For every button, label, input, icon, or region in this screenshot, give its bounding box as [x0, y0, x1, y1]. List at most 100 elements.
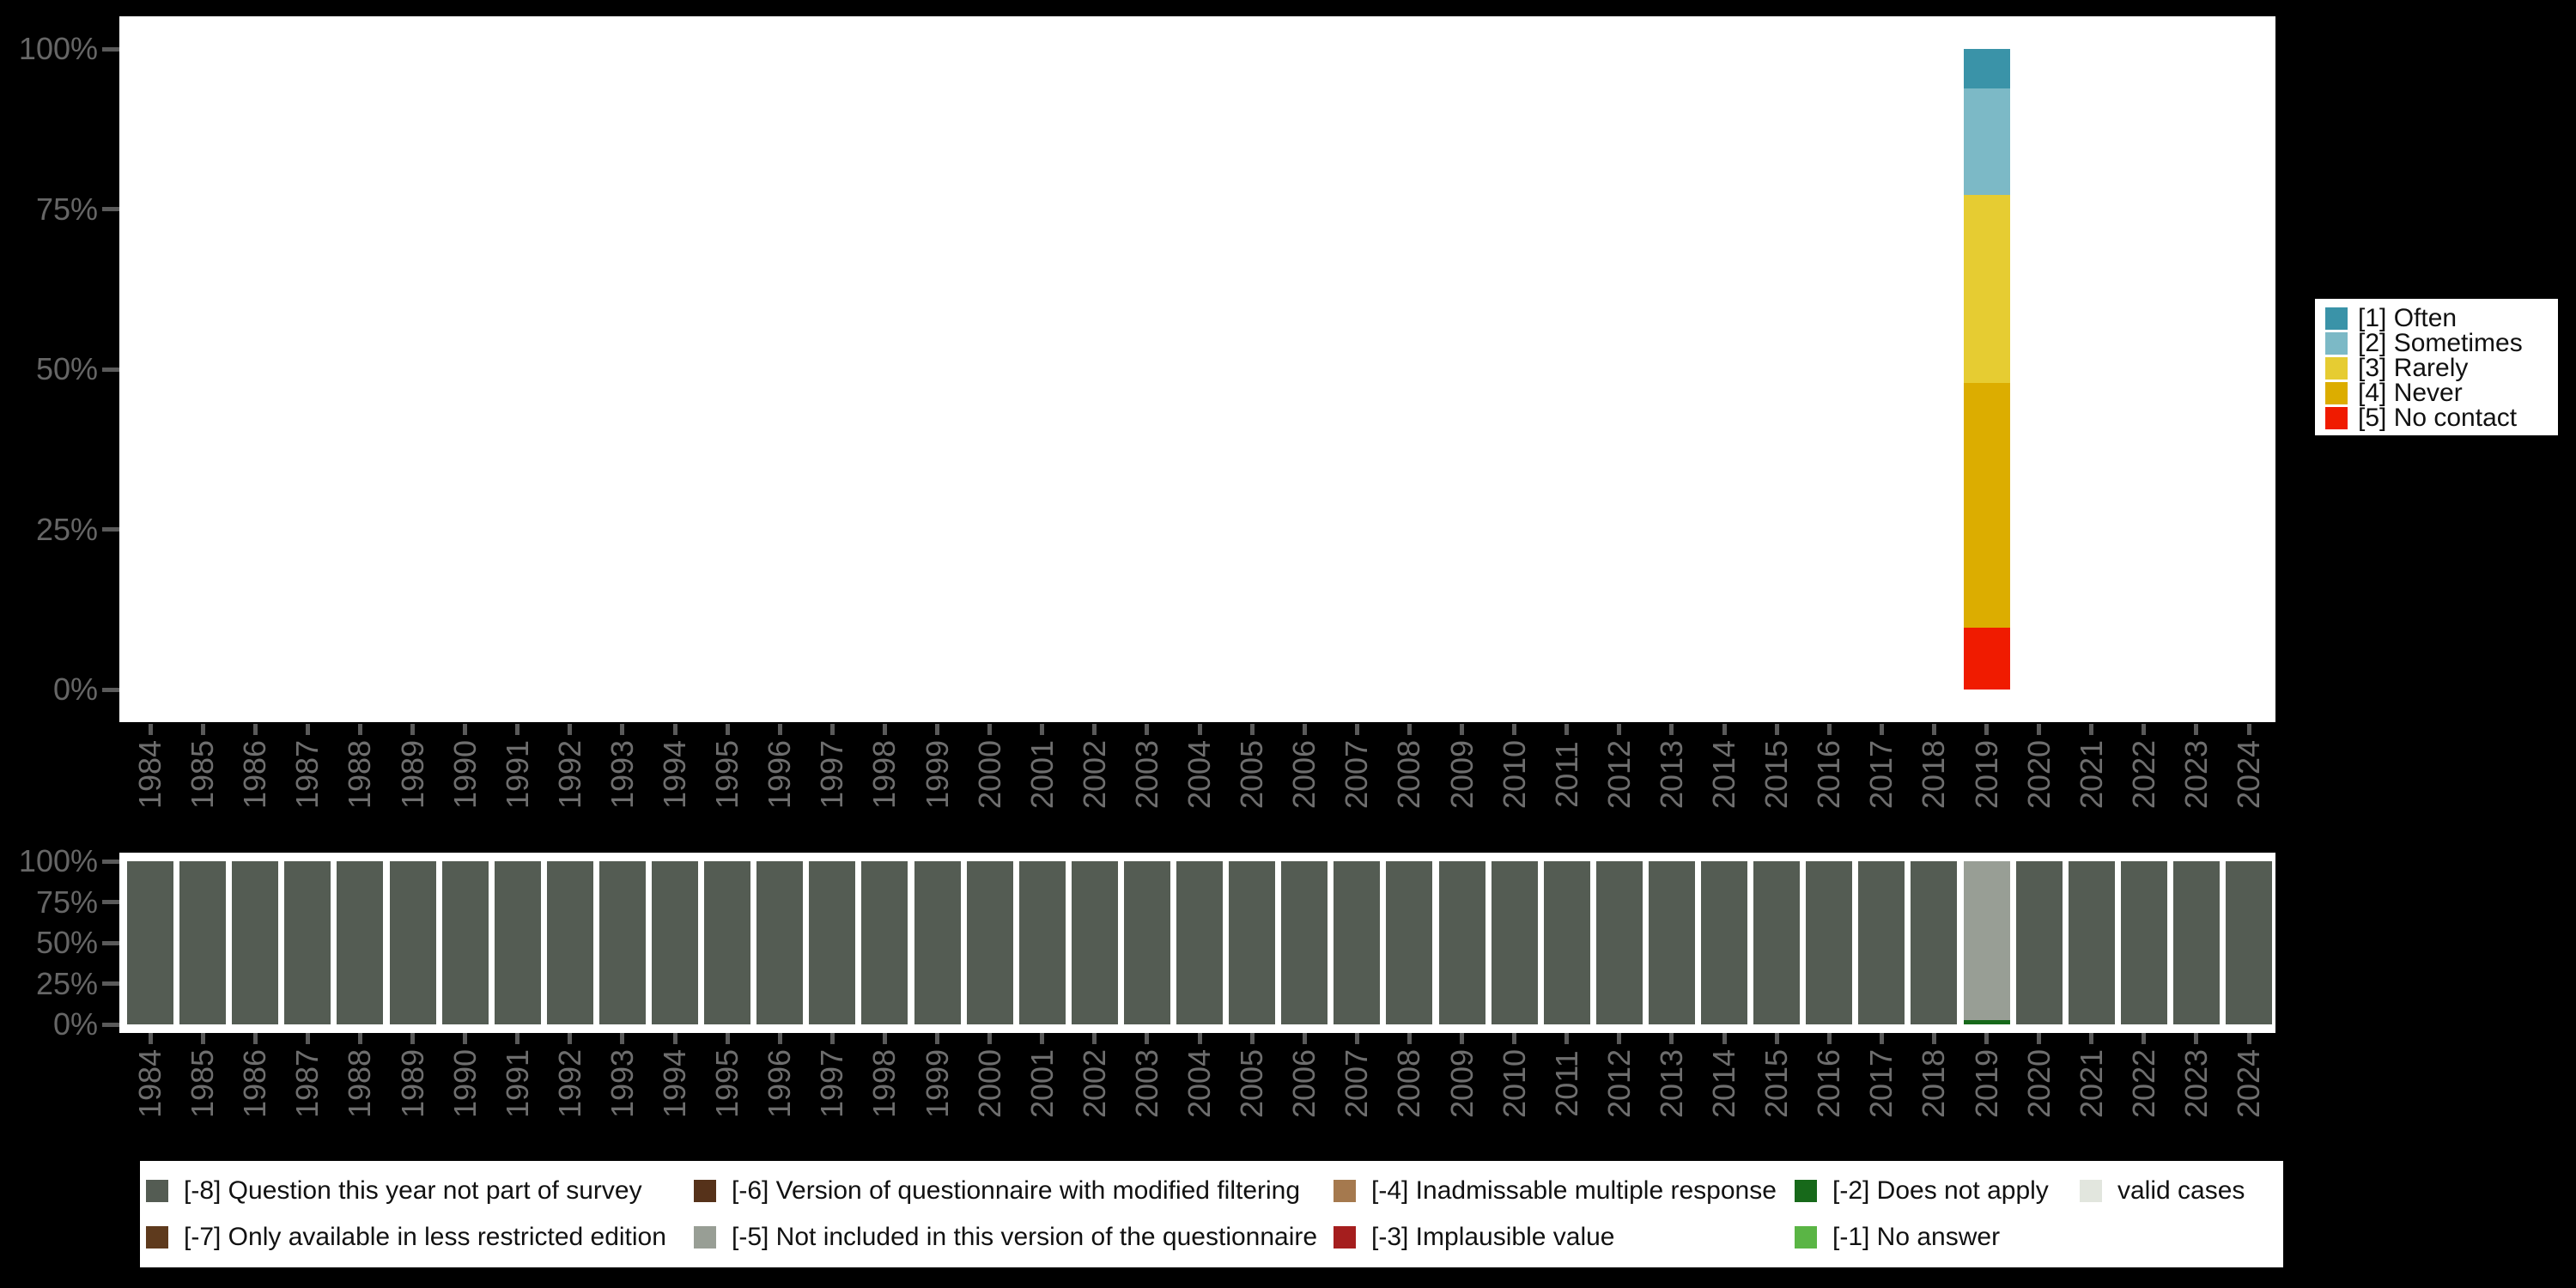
legend-item: [5] No contact	[2325, 403, 2548, 432]
x-axis-year-label: 1984	[132, 739, 167, 810]
x-axis-year-label: 1995	[709, 739, 745, 810]
bar-segment	[1701, 861, 1747, 1024]
x-axis-tick	[1092, 1033, 1097, 1044]
y-axis-tick-label: 100%	[18, 843, 98, 878]
x-axis-tick	[1145, 724, 1150, 735]
x-axis-year-label: 2023	[2178, 739, 2214, 810]
x-axis-year-label: 2009	[1443, 739, 1479, 810]
bar-segment	[1281, 861, 1328, 1024]
x-axis-tick	[1879, 724, 1884, 735]
x-axis-tick	[882, 724, 887, 735]
x-axis-tick	[200, 724, 205, 735]
x-axis-tick	[1669, 724, 1674, 735]
x-axis-year-label: 2016	[1811, 1048, 1847, 1119]
x-axis-year-label: 1996	[762, 739, 798, 810]
x-axis-tick	[515, 724, 520, 735]
missing-categories-legend: [-8] Question this year not part of surv…	[140, 1161, 2283, 1267]
x-axis-year-label: 1985	[185, 1048, 221, 1119]
x-axis-year-label: 2014	[1706, 739, 1741, 810]
bar-segment	[1858, 861, 1905, 1024]
x-axis-tick	[568, 724, 573, 735]
legend-label: [-8] Question this year not part of surv…	[184, 1176, 642, 1205]
x-axis-year-label: 2014	[1706, 1048, 1741, 1119]
x-axis-year-label: 2010	[1496, 739, 1532, 810]
legend-swatch	[2325, 307, 2348, 330]
x-axis-year-label: 2015	[1759, 739, 1795, 810]
y-axis-tick	[102, 900, 119, 904]
bar-segment	[2068, 861, 2115, 1024]
x-axis-tick	[1669, 1033, 1674, 1044]
x-axis-year-label: 2020	[2020, 1048, 2057, 1119]
x-axis-year-label: 1990	[447, 1048, 483, 1119]
x-axis-year-label: 2008	[1391, 1048, 1427, 1119]
legend-label: [-6] Version of questionnaire with modif…	[732, 1176, 1301, 1205]
bar-segment	[179, 861, 227, 1024]
legend-item: [-4] Inadmissable multiple response	[1334, 1178, 1777, 1204]
legend-label: [5] No contact	[2358, 403, 2518, 432]
x-axis-tick	[1249, 1033, 1255, 1044]
legend-swatch	[1334, 1226, 1356, 1249]
x-axis-year-label: 1986	[237, 1048, 273, 1119]
bar-segment	[1648, 861, 1695, 1024]
x-axis-tick	[1406, 724, 1412, 735]
legend-swatch	[2325, 406, 2348, 429]
x-axis-year-label: 1993	[604, 739, 640, 810]
bar-segment	[1071, 861, 1118, 1024]
y-axis-tick	[102, 527, 119, 532]
bar-segment	[337, 861, 384, 1024]
y-axis-tick-label: 75%	[35, 884, 98, 920]
bar-segment	[284, 861, 331, 1024]
x-axis-tick	[357, 1033, 362, 1044]
bar-segment	[127, 861, 173, 1024]
y-axis-tick	[102, 367, 119, 372]
x-axis-year-label: 2002	[1076, 739, 1112, 810]
x-axis-year-label: 2021	[2073, 739, 2109, 810]
x-axis-year-label: 1991	[499, 739, 535, 810]
x-axis-year-label: 1988	[342, 1048, 378, 1119]
legend-item: [3] Rarely	[2325, 355, 2548, 380]
x-axis-year-label: 2010	[1496, 1048, 1532, 1119]
x-axis-year-label: 1992	[551, 739, 587, 810]
x-axis-tick	[725, 1033, 730, 1044]
x-axis-tick	[2037, 724, 2042, 735]
bar-segment	[1963, 49, 2010, 89]
legend-label: [3] Rarely	[2358, 353, 2469, 382]
x-axis-year-label: 2001	[1024, 1048, 1060, 1119]
x-axis-tick	[252, 1033, 258, 1044]
bar-segment	[1543, 861, 1590, 1024]
bar-segment	[966, 861, 1013, 1024]
x-axis-year-label: 2005	[1234, 739, 1270, 810]
x-axis-tick	[2142, 724, 2147, 735]
legend-label: [-7] Only available in less restricted e…	[184, 1223, 666, 1251]
bar-segment	[1963, 861, 2010, 1021]
x-axis-tick	[1354, 1033, 1359, 1044]
x-axis-year-label: 1999	[919, 1048, 955, 1119]
legend-swatch	[1334, 1180, 1356, 1202]
bar-segment	[232, 861, 279, 1024]
x-axis-tick	[252, 724, 258, 735]
answer-distribution-plot-area	[119, 16, 2275, 722]
y-axis-tick	[102, 940, 119, 945]
legend-swatch	[2325, 381, 2348, 404]
legend-label: [1] Often	[2358, 303, 2458, 332]
y-axis-tick	[102, 981, 119, 986]
y-axis-tick-label: 25%	[35, 511, 98, 547]
legend-swatch	[1795, 1226, 1817, 1249]
bar-segment	[1963, 382, 2010, 629]
bar-segment	[1595, 861, 1643, 1024]
x-axis-year-label: 2019	[1968, 739, 2004, 810]
x-axis-tick	[672, 724, 677, 735]
x-axis-tick	[1040, 1033, 1045, 1044]
x-axis-year-label: 2004	[1182, 1048, 1217, 1119]
legend-item: [4] Never	[2325, 380, 2548, 405]
bar-segment	[441, 861, 489, 1024]
legend-label: valid cases	[2117, 1176, 2245, 1205]
x-axis-year-label: 1993	[604, 1048, 640, 1119]
x-axis-tick	[672, 1033, 677, 1044]
legend-item: [2] Sometimes	[2325, 330, 2548, 355]
x-axis-year-label: 2017	[1863, 739, 1899, 810]
legend-label: [-3] Implausible value	[1371, 1223, 1615, 1251]
x-axis-tick	[1460, 724, 1464, 735]
x-axis-tick	[829, 724, 835, 735]
